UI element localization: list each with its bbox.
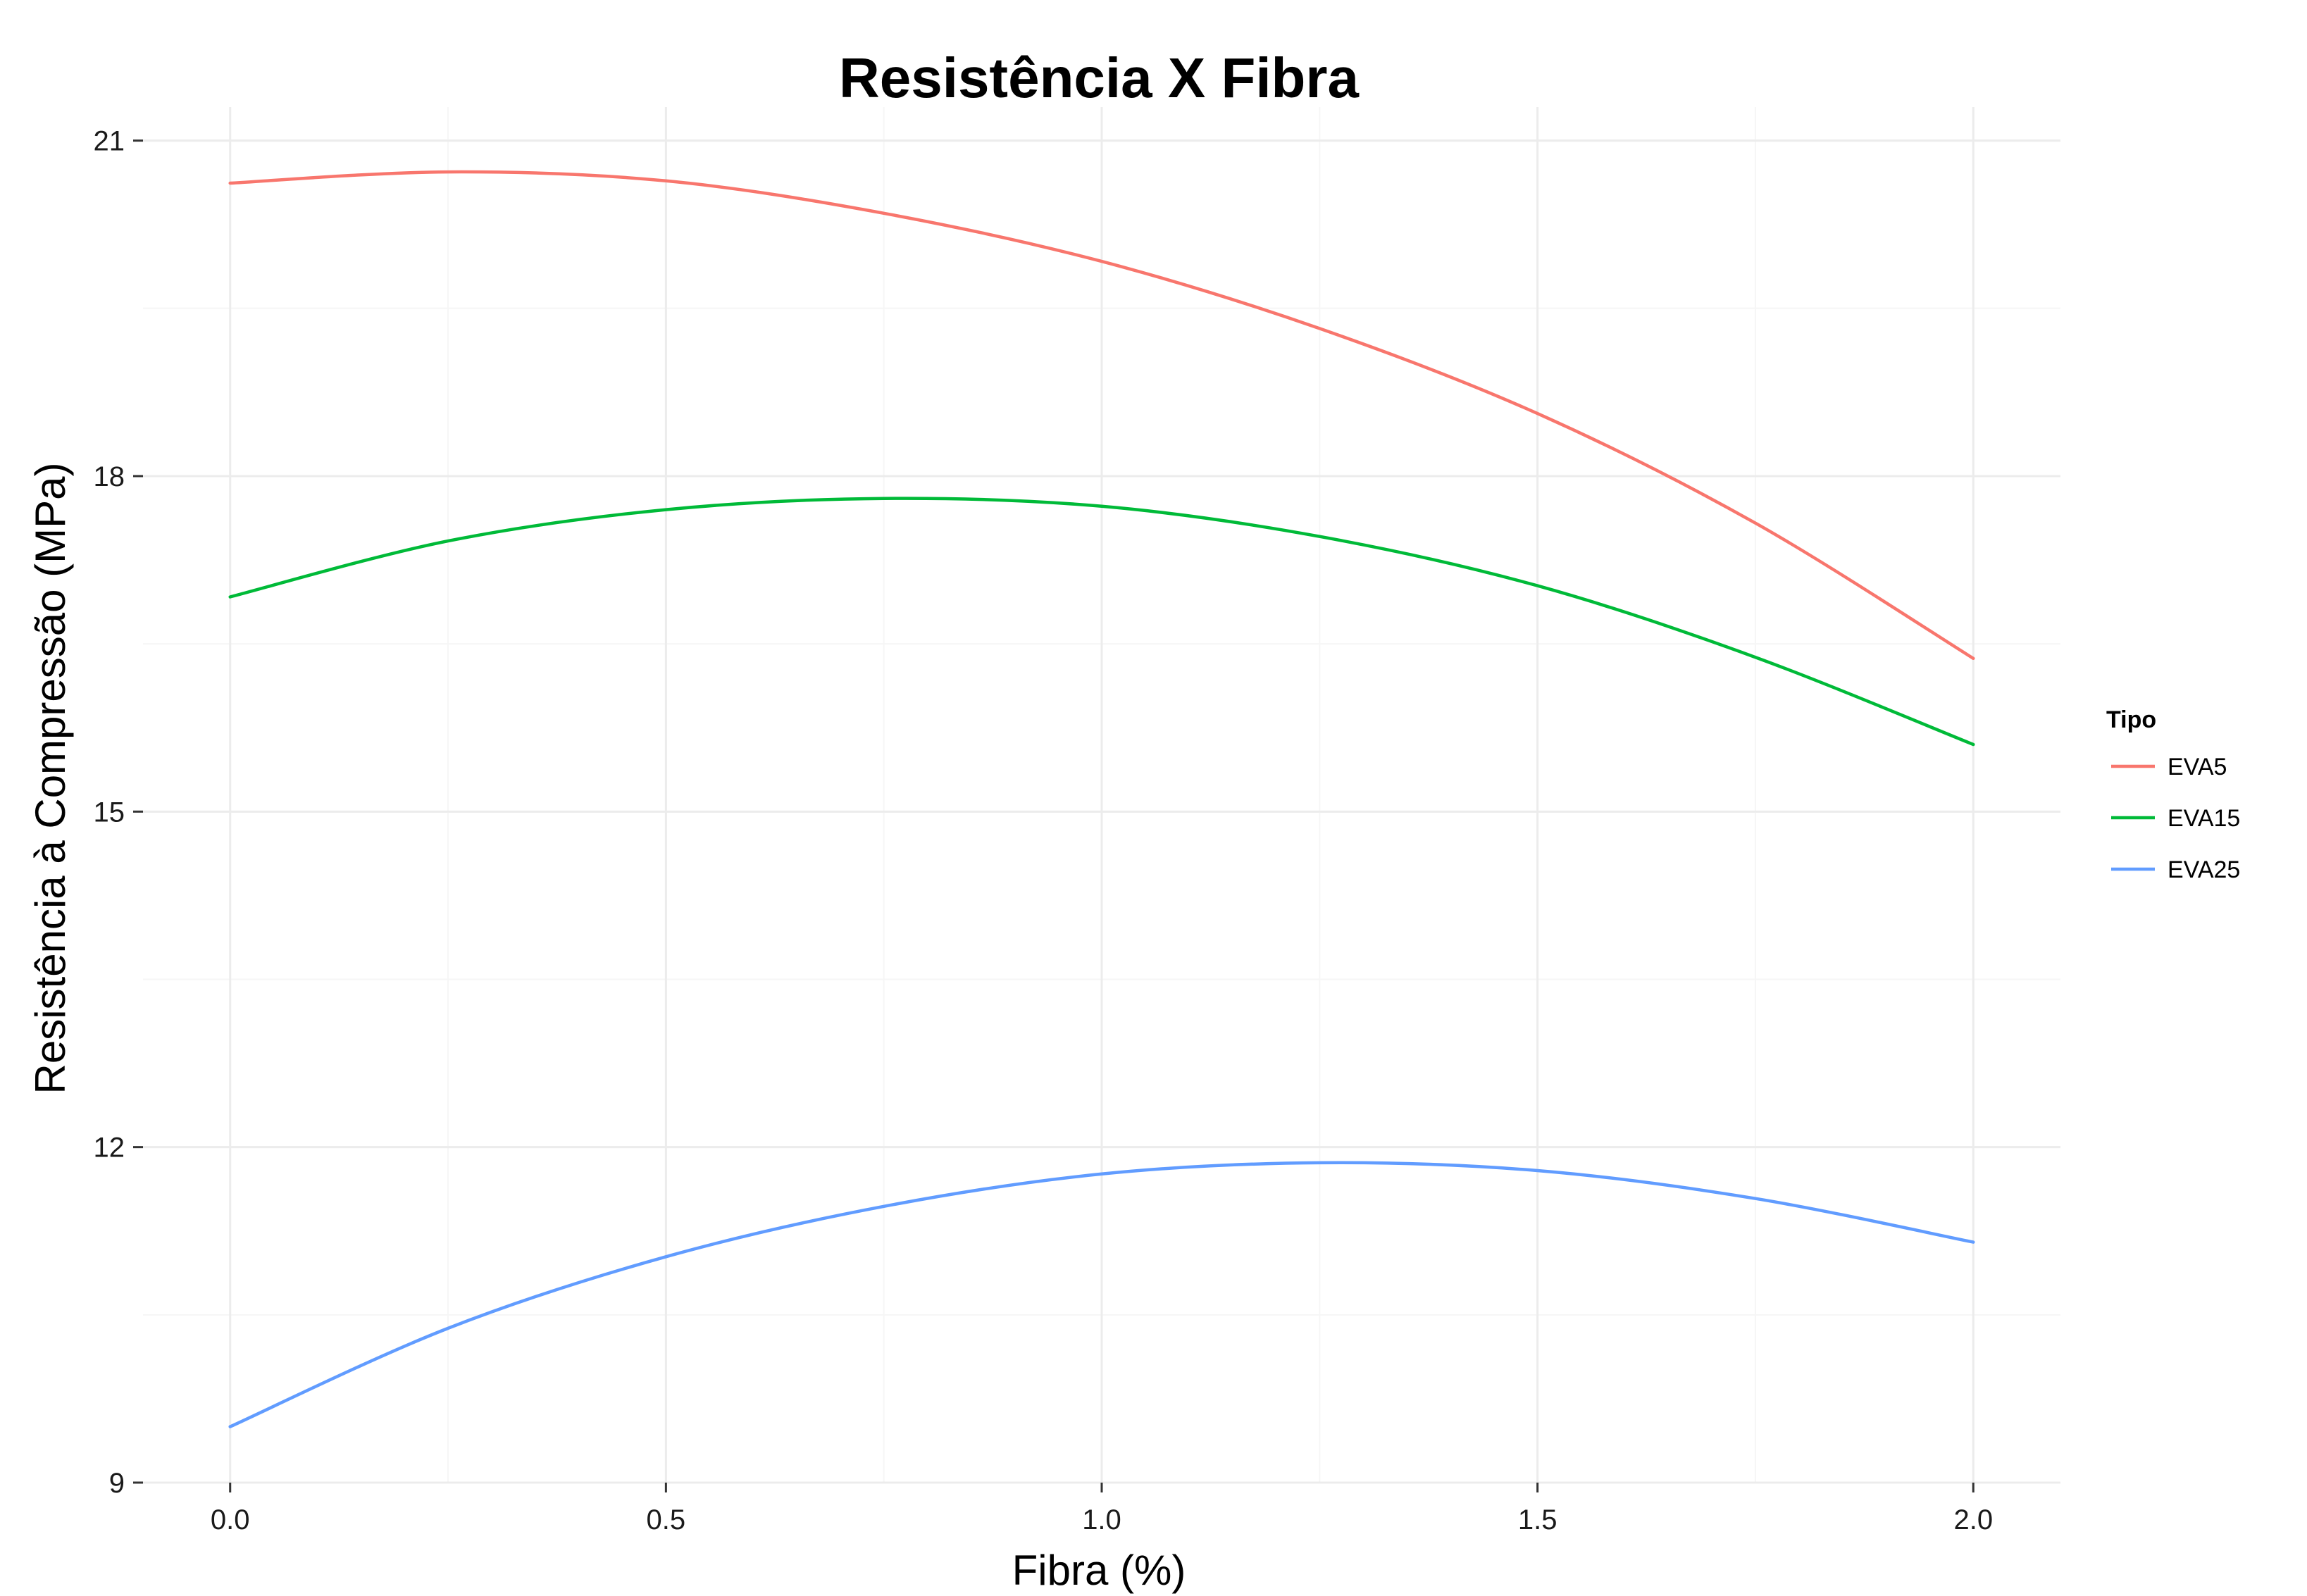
x-tick-label-0: 0.0 <box>211 1504 250 1535</box>
x-axis: 0.0 0.5 1.0 1.5 2.0 <box>211 1483 1993 1535</box>
y-tick-label-0: 9 <box>109 1468 125 1499</box>
y-tick-label-3: 18 <box>94 461 125 492</box>
x-axis-label: Fibra (%) <box>1012 1547 1186 1594</box>
legend-title: Tipo <box>2106 706 2156 733</box>
x-tick-label-2: 1.0 <box>1082 1504 1121 1535</box>
x-tick-label-4: 2.0 <box>1953 1504 1993 1535</box>
x-tick-label-1: 0.5 <box>647 1504 686 1535</box>
chart-title: Resistência X Fibra <box>839 46 1360 109</box>
major-gridlines <box>143 107 2060 1484</box>
series-line-eva5 <box>228 170 1975 661</box>
legend-label-eva5: EVA5 <box>2168 754 2227 780</box>
y-tick-label-2: 15 <box>94 797 125 828</box>
y-axis-label: Resistência à Compressão (MPa) <box>27 463 74 1095</box>
y-tick-label-4: 21 <box>94 126 125 157</box>
legend-label-eva15: EVA15 <box>2168 805 2240 832</box>
series-line-eva25 <box>228 1161 1975 1428</box>
x-tick-label-3: 1.5 <box>1518 1504 1557 1535</box>
series-lines <box>228 170 1975 1428</box>
legend: Tipo EVA5 EVA15 EVA25 <box>2106 706 2240 883</box>
series-line-eva15 <box>228 497 1975 747</box>
y-tick-label-1: 12 <box>94 1133 125 1164</box>
y-axis: 9 12 15 18 21 <box>94 126 143 1499</box>
legend-label-eva25: EVA25 <box>2168 856 2240 883</box>
